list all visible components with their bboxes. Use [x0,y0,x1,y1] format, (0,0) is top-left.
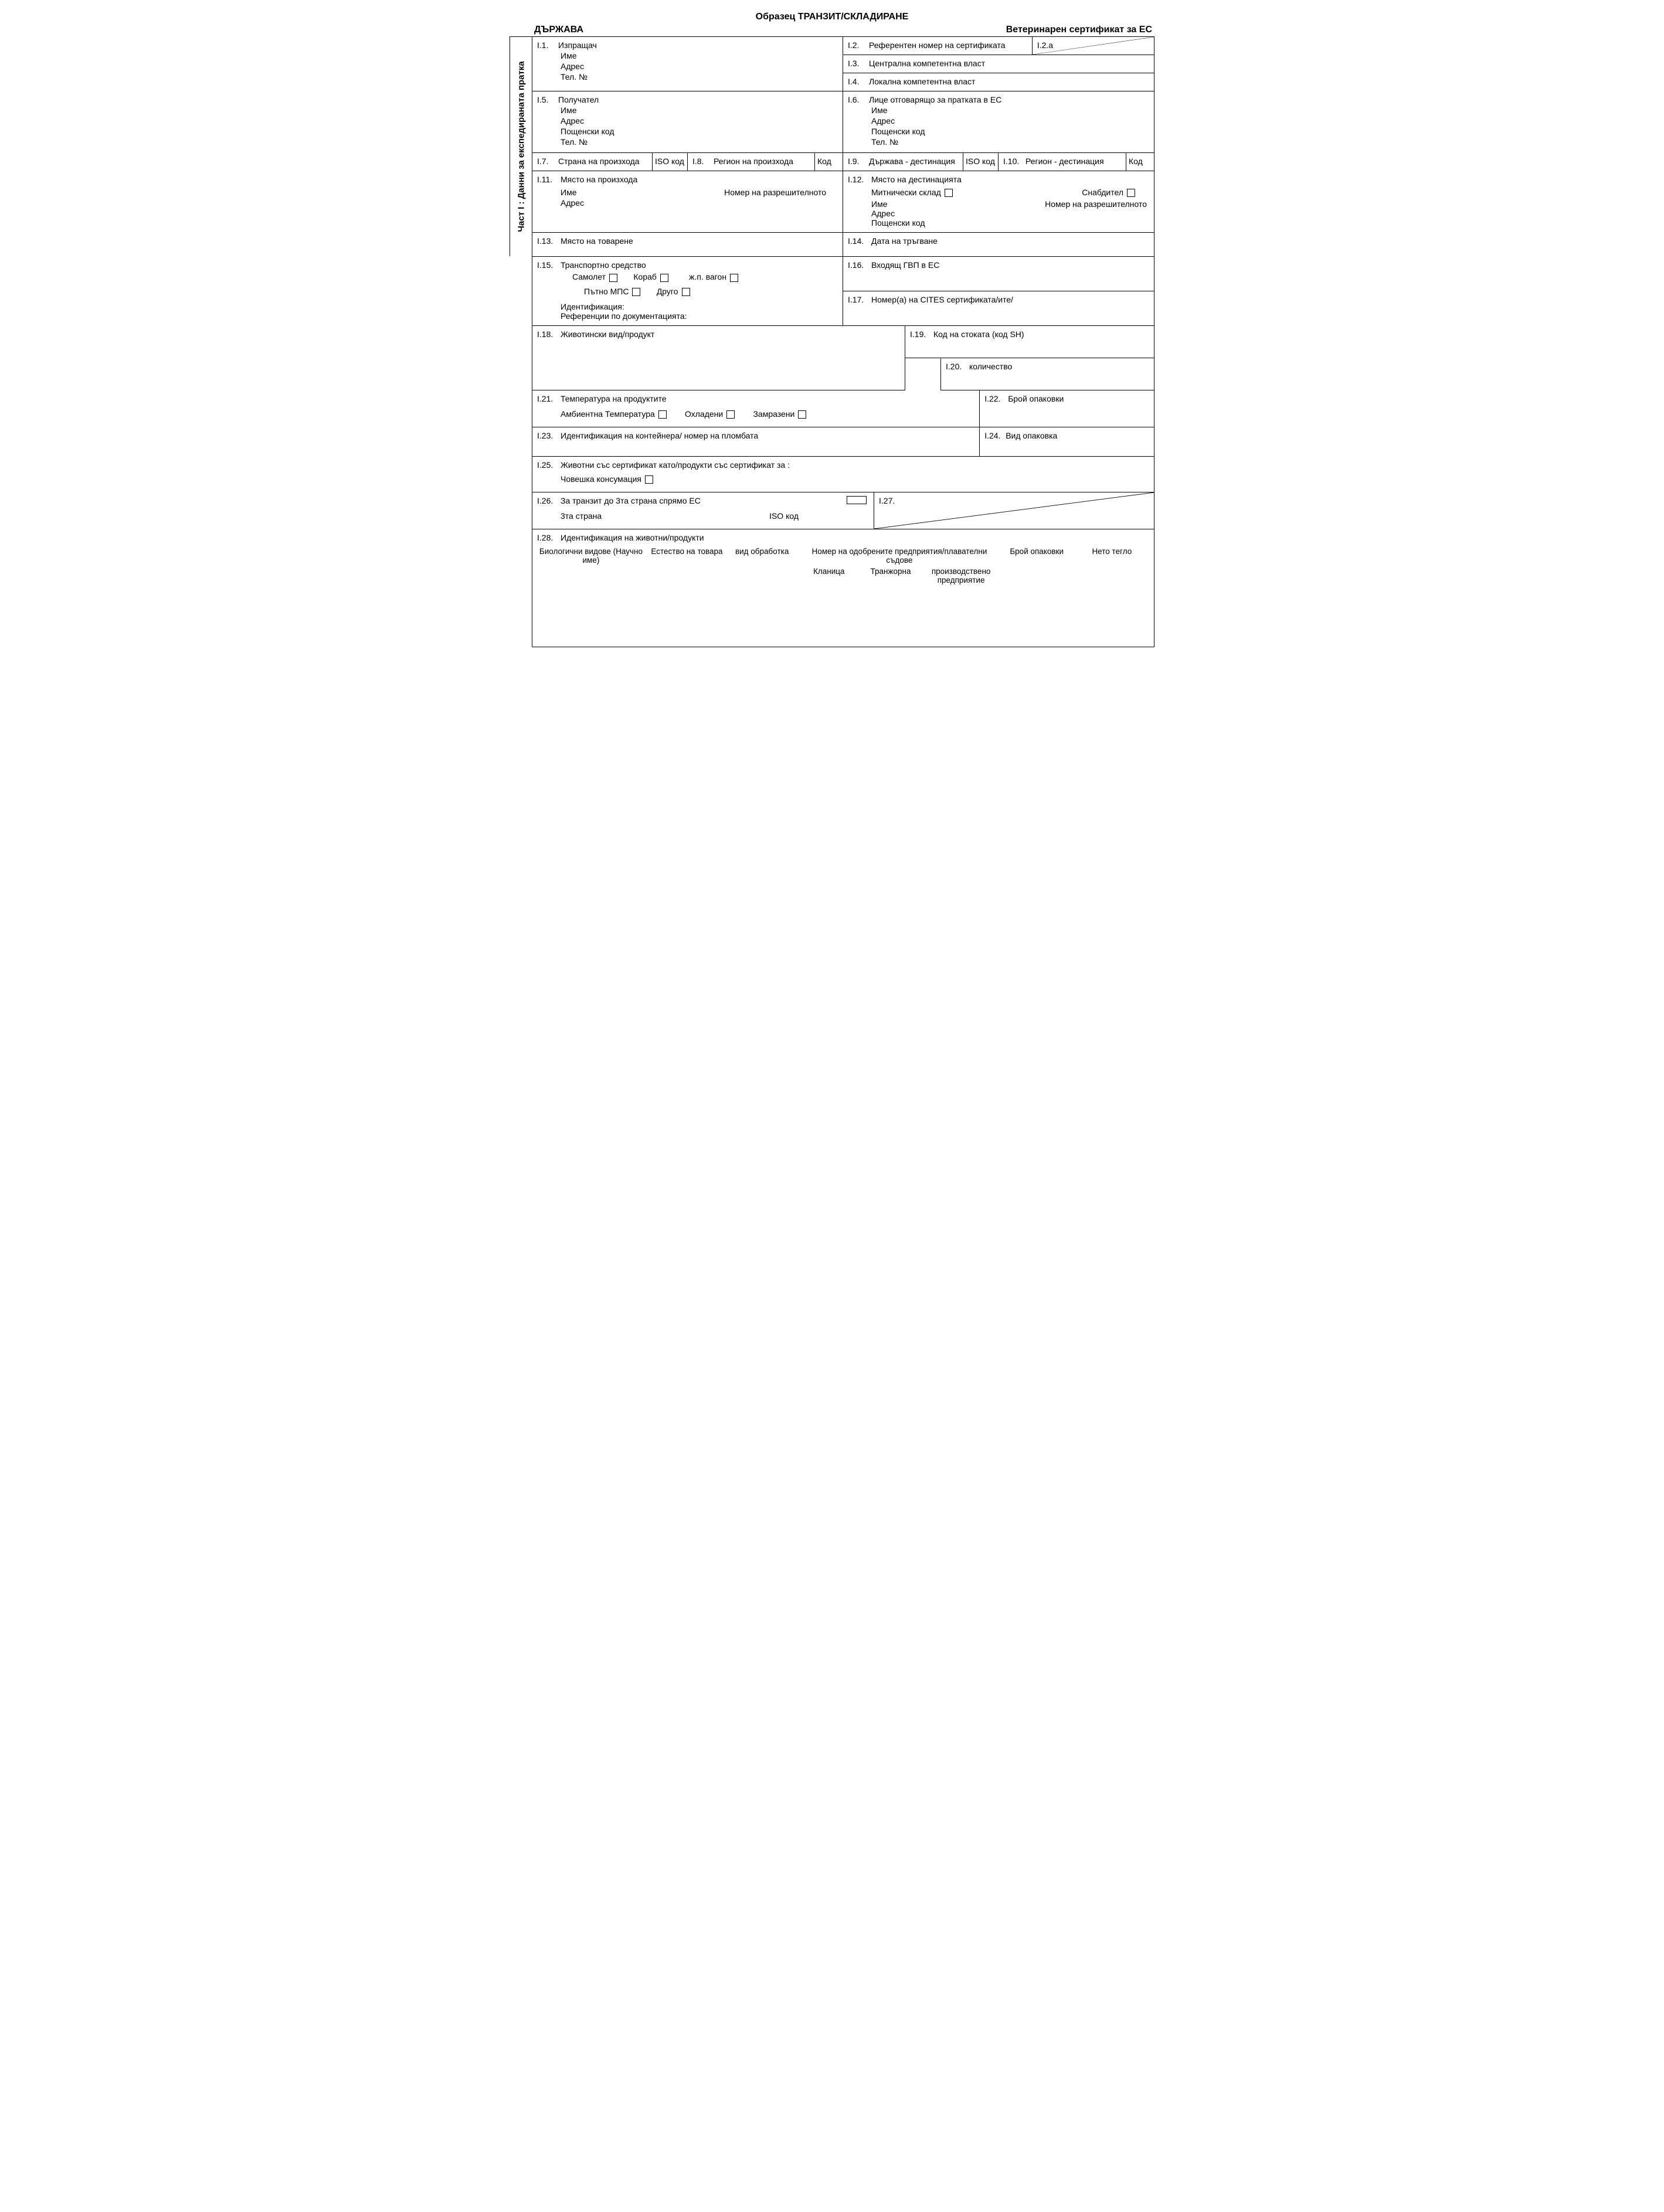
field-i1: I.1.Изпращач Име Адрес Тел. № [532,37,843,91]
field-i16: I.16.Входящ ГВП в ЕС [843,257,1154,291]
form-title: Образец ТРАНЗИТ/СКЛАДИРАНЕ [510,12,1154,22]
checkbox-ambient[interactable] [658,410,667,419]
field-i22: I.22.Брой опаковки [980,390,1154,427]
header-cert: Ветеринарен сертификат за ЕС [1006,25,1152,35]
checkbox-transit[interactable] [847,496,867,504]
field-i27: I.27. [874,492,1154,529]
field-i7: I.7.Страна на произхода ISO код [532,153,688,171]
field-i8: I.8.Регион на произхода Код [688,153,843,171]
field-i9: I.9.Държава - дестинация ISO код [843,153,999,171]
field-i21: I.21.Температура на продуктите Амбиентна… [532,390,980,427]
field-i4: I.4.Локална компетентна власт [843,73,1154,91]
checkbox-road[interactable] [632,288,640,296]
field-i15: I.15.Транспортно средство Самолет Кораб … [532,257,843,326]
field-i14: I.14.Дата на тръгване [843,233,1154,256]
checkbox-customs-warehouse[interactable] [945,189,953,197]
field-i3: I.3.Централна компетентна власт [843,55,1154,73]
part1-block: Част I : Данни за експедираната пратка I… [510,36,1154,256]
sidebar: Част I : Данни за експедираната пратка [510,37,532,256]
field-i24: I.24.Вид опаковка [980,427,1154,457]
field-i12: I.12.Място на дестинацията Митнически ск… [843,171,1154,233]
field-i23: I.23.Идентификация на контейнера/ номер … [532,427,980,457]
checkbox-frozen[interactable] [798,410,806,419]
header-country: ДЪРЖАВА [534,25,583,35]
field-i18: I.18.Животински вид/продукт [532,326,905,390]
header-row: ДЪРЖАВА Ветеринарен сертификат за ЕС [510,25,1154,35]
part1-lower: I.15.Транспортно средство Самолет Кораб … [532,256,1154,647]
field-i2a: I.2.a [1033,37,1154,55]
sidebar-label: Част I : Данни за експедираната пратка [516,62,526,232]
field-i25: I.25.Животни със сертификат като/продукт… [532,457,1154,492]
checkbox-other[interactable] [682,288,690,296]
checkbox-rail[interactable] [730,274,738,282]
field-i26: I.26. За транзит до 3та страна спрямо ЕС… [532,492,874,529]
field-i6: I.6.Лице отговарящо за пратката в ЕС Име… [843,91,1154,153]
field-i11: I.11.Място на произхода Име Номер на раз… [532,171,843,233]
checkbox-chilled[interactable] [726,410,735,419]
checkbox-supplier[interactable] [1127,189,1135,197]
certificate-form: Образец ТРАНЗИТ/СКЛАДИРАНЕ ДЪРЖАВА Ветер… [510,12,1154,647]
checkbox-ship[interactable] [660,274,668,282]
field-i17: I.17.Номер(а) на CITES сертификата/ите/ [843,291,1154,326]
checkbox-human-consumption[interactable] [645,475,653,484]
field-i5: I.5.Получател Име Адрес Пощенски код Тел… [532,91,843,153]
field-i2: I.2.Референтен номер на сертификата [843,37,1033,55]
field-i19: I.19.Код на стоката (код SH) [905,326,1154,358]
field-i13: I.13.Място на товарене [532,233,843,256]
field-i28: I.28.Идентификация на животни/продукти Б… [532,529,1154,647]
field-i10: I.10.Регион - дестинация Код [999,153,1154,171]
checkbox-airplane[interactable] [609,274,617,282]
field-i20: I.20.количество [940,358,1154,390]
